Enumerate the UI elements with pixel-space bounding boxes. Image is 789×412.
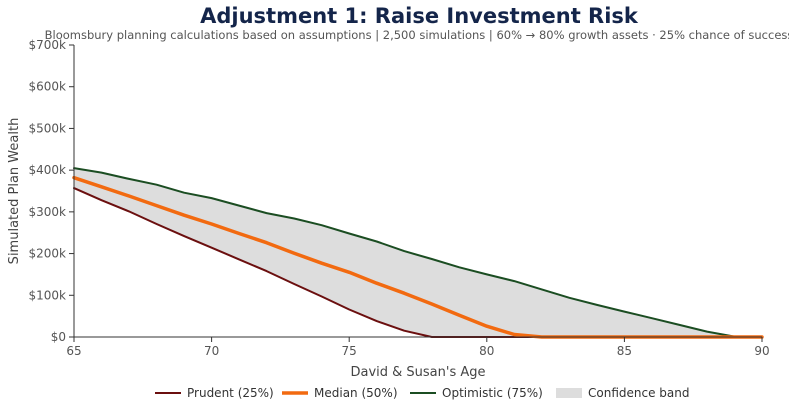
legend: Prudent (25%) Median (50%) Optimistic (75%… [155, 386, 689, 400]
x-tick-label: 75 [342, 344, 357, 358]
y-tick-label: $100k [29, 288, 67, 302]
chart-subtitle: Bloomsbury planning calculations based o… [45, 28, 789, 42]
x-tick-label: 80 [479, 344, 494, 358]
y-tick-label: $300k [29, 205, 67, 219]
legend-swatch-band [556, 388, 582, 398]
plot-area [72, 167, 764, 339]
x-tick-label: 85 [617, 344, 632, 358]
legend-label-prudent: Prudent (25%) [187, 386, 274, 400]
y-tick-label: $500k [29, 121, 67, 135]
y-tick-label: $0 [51, 330, 66, 344]
x-axis-ticks: 65 70 75 80 85 90 [66, 337, 770, 358]
confidence-band [74, 168, 762, 337]
series-line-optimistic [73, 167, 763, 338]
y-tick-label: $400k [29, 163, 67, 177]
legend-label-median: Median (50%) [314, 386, 398, 400]
legend-label-band: Confidence band [588, 386, 689, 400]
x-axis-label: David & Susan's Age [350, 365, 485, 380]
chart-title: Adjustment 1: Raise Investment Risk [200, 4, 639, 28]
x-tick-label: 90 [754, 344, 769, 358]
x-tick-label: 70 [204, 344, 219, 358]
y-tick-label: $700k [29, 38, 67, 52]
x-tick-label: 65 [66, 344, 81, 358]
y-tick-label: $600k [29, 80, 67, 94]
y-axis-ticks: $0 $100k $200k $300k $400k $500k $600k $700k [29, 38, 74, 344]
legend-label-optimistic: Optimistic (75%) [442, 386, 543, 400]
y-axis-label: Simulated Plan Wealth [7, 118, 22, 265]
y-tick-label: $200k [29, 247, 67, 261]
